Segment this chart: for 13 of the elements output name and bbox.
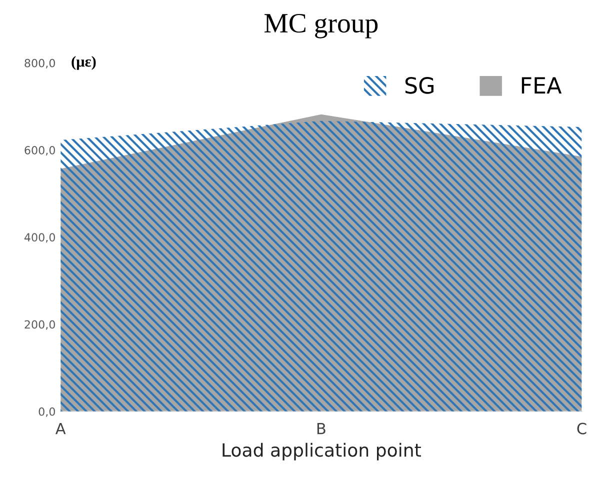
legend-label: FEA [522,77,562,94]
y-axis-title: (με) [72,56,96,70]
x-axis-title: Load application point [222,442,421,460]
y-tick-label: 200,0 [24,320,55,330]
legend-label: SG [405,77,434,94]
x-tick-label: B [317,422,326,434]
chart-title: MC group [264,14,378,38]
y-tick-label: 0,0 [38,407,55,417]
y-tick-label: 800,0 [24,58,55,68]
y-tick-label: 400,0 [24,233,55,243]
x-tick-label: C [577,422,586,434]
y-tick-label: 600,0 [24,146,55,156]
x-tick-label: A [55,422,66,434]
